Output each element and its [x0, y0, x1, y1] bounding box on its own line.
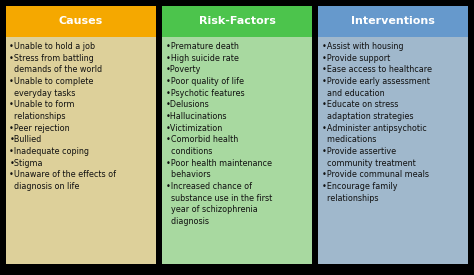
FancyBboxPatch shape: [6, 6, 156, 37]
Text: •Premature death
•High suicide rate
•Poverty
•Poor quality of life
•Psychotic fe: •Premature death •High suicide rate •Pov…: [165, 42, 272, 226]
FancyBboxPatch shape: [162, 6, 312, 37]
Text: Risk-Factors: Risk-Factors: [199, 16, 275, 26]
FancyBboxPatch shape: [6, 37, 156, 264]
Text: Causes: Causes: [59, 16, 103, 26]
Text: Interventions: Interventions: [351, 16, 435, 26]
FancyBboxPatch shape: [318, 37, 468, 264]
Text: •Assist with housing
•Provide support
•Ease access to healthcare
•Provide early : •Assist with housing •Provide support •E…: [322, 42, 432, 203]
FancyBboxPatch shape: [318, 6, 468, 37]
FancyBboxPatch shape: [162, 37, 312, 264]
Text: •Unable to hold a job
•Stress from battling
  demands of the world
•Unable to co: •Unable to hold a job •Stress from battl…: [9, 42, 117, 191]
